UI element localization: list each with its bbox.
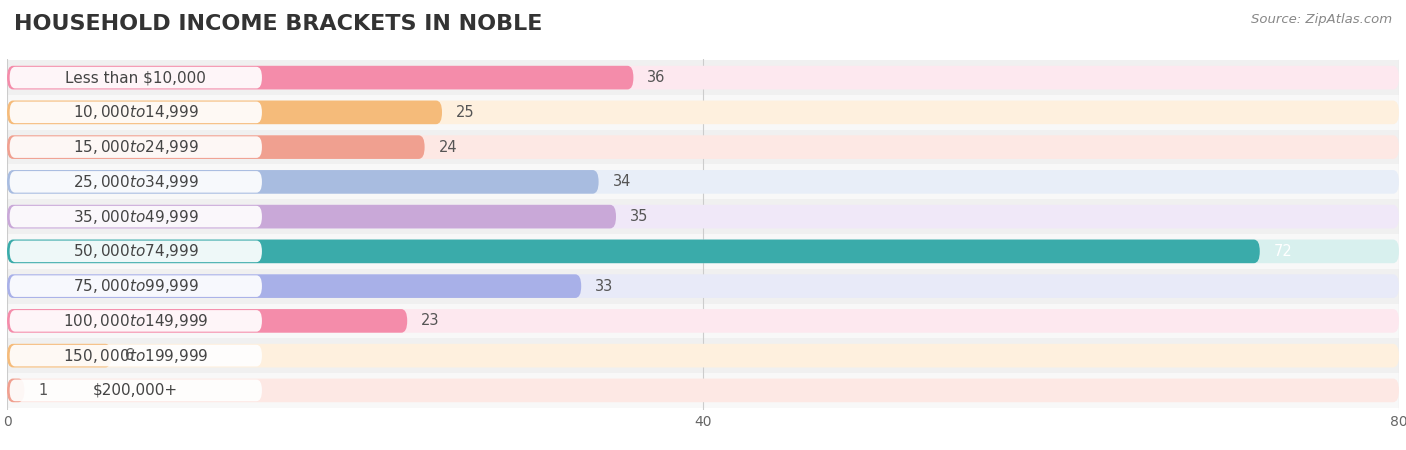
Text: 36: 36	[647, 70, 665, 85]
Text: $25,000 to $34,999: $25,000 to $34,999	[73, 173, 198, 191]
Text: $200,000+: $200,000+	[93, 383, 179, 398]
FancyBboxPatch shape	[7, 338, 1399, 373]
FancyBboxPatch shape	[7, 234, 1399, 269]
Text: 24: 24	[439, 140, 457, 155]
Text: Source: ZipAtlas.com: Source: ZipAtlas.com	[1251, 14, 1392, 27]
FancyBboxPatch shape	[7, 373, 1399, 408]
FancyBboxPatch shape	[7, 378, 24, 402]
FancyBboxPatch shape	[10, 241, 262, 262]
Text: $150,000 to $199,999: $150,000 to $199,999	[63, 346, 208, 364]
Text: $50,000 to $74,999: $50,000 to $74,999	[73, 243, 198, 261]
Text: $15,000 to $24,999: $15,000 to $24,999	[73, 138, 198, 156]
Text: 1: 1	[38, 383, 48, 398]
FancyBboxPatch shape	[10, 275, 262, 297]
Text: 33: 33	[595, 279, 613, 294]
FancyBboxPatch shape	[10, 136, 262, 158]
FancyBboxPatch shape	[7, 66, 1399, 90]
Text: $100,000 to $149,999: $100,000 to $149,999	[63, 312, 208, 330]
FancyBboxPatch shape	[7, 100, 1399, 124]
Text: 25: 25	[456, 105, 475, 120]
FancyBboxPatch shape	[10, 310, 262, 332]
FancyBboxPatch shape	[10, 67, 262, 88]
FancyBboxPatch shape	[7, 269, 1399, 303]
FancyBboxPatch shape	[7, 239, 1399, 263]
FancyBboxPatch shape	[7, 205, 1399, 229]
FancyBboxPatch shape	[10, 345, 262, 366]
FancyBboxPatch shape	[7, 344, 111, 368]
FancyBboxPatch shape	[7, 344, 1399, 368]
FancyBboxPatch shape	[7, 135, 1399, 159]
FancyBboxPatch shape	[10, 380, 262, 401]
Text: 72: 72	[1274, 244, 1292, 259]
Text: 23: 23	[422, 313, 440, 328]
Text: 35: 35	[630, 209, 648, 224]
FancyBboxPatch shape	[7, 274, 1399, 298]
Text: Less than $10,000: Less than $10,000	[65, 70, 207, 85]
FancyBboxPatch shape	[10, 206, 262, 227]
Text: 34: 34	[613, 174, 631, 189]
FancyBboxPatch shape	[7, 309, 1399, 333]
FancyBboxPatch shape	[7, 95, 1399, 130]
FancyBboxPatch shape	[7, 274, 581, 298]
FancyBboxPatch shape	[7, 309, 408, 333]
Text: $75,000 to $99,999: $75,000 to $99,999	[73, 277, 198, 295]
FancyBboxPatch shape	[7, 170, 599, 194]
FancyBboxPatch shape	[7, 199, 1399, 234]
Text: 6: 6	[125, 348, 135, 363]
FancyBboxPatch shape	[7, 170, 1399, 194]
FancyBboxPatch shape	[10, 102, 262, 123]
FancyBboxPatch shape	[7, 66, 633, 90]
FancyBboxPatch shape	[7, 100, 441, 124]
Text: $35,000 to $49,999: $35,000 to $49,999	[73, 207, 198, 225]
Text: HOUSEHOLD INCOME BRACKETS IN NOBLE: HOUSEHOLD INCOME BRACKETS IN NOBLE	[14, 14, 543, 33]
FancyBboxPatch shape	[7, 205, 616, 229]
Text: $10,000 to $14,999: $10,000 to $14,999	[73, 104, 198, 122]
FancyBboxPatch shape	[7, 135, 425, 159]
FancyBboxPatch shape	[7, 378, 1399, 402]
FancyBboxPatch shape	[7, 303, 1399, 338]
FancyBboxPatch shape	[10, 171, 262, 193]
FancyBboxPatch shape	[7, 130, 1399, 165]
FancyBboxPatch shape	[7, 60, 1399, 95]
FancyBboxPatch shape	[7, 239, 1260, 263]
FancyBboxPatch shape	[7, 165, 1399, 199]
